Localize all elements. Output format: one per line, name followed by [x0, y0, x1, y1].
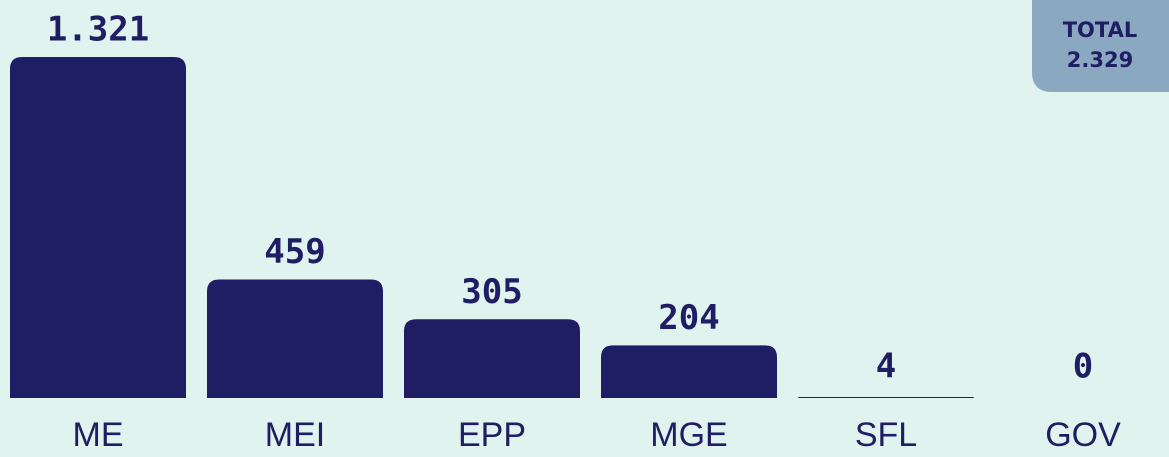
value-label: 305	[461, 272, 522, 312]
category-label: MEI	[265, 416, 325, 454]
bar	[798, 396, 974, 398]
value-label: 1.321	[47, 10, 149, 50]
category-label: SFL	[855, 416, 917, 454]
category-label: GOV	[1045, 416, 1121, 454]
value-label: 4	[876, 347, 896, 387]
value-label: 0	[1073, 347, 1093, 387]
total-box	[1032, 0, 1169, 92]
total-label: TOTAL	[1063, 18, 1138, 42]
bar	[10, 57, 186, 398]
value-label: 204	[658, 298, 719, 338]
category-label: ME	[73, 416, 124, 454]
category-label: EPP	[458, 416, 526, 454]
bar	[601, 345, 777, 398]
bar	[207, 279, 383, 398]
bar	[404, 319, 580, 398]
value-label: 459	[264, 232, 325, 272]
total-value: 2.329	[1067, 48, 1133, 72]
category-label: MGE	[650, 416, 727, 454]
